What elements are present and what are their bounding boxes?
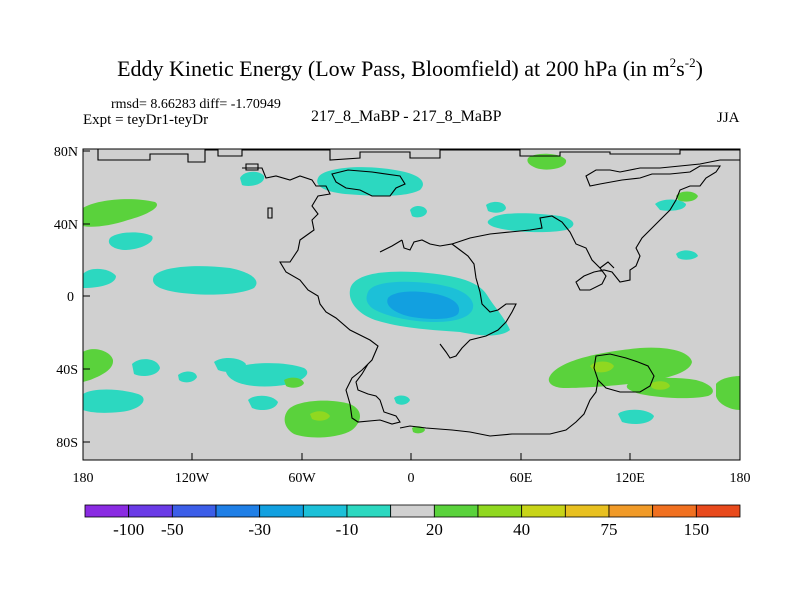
colorbar-label: 40: [513, 520, 530, 539]
lat-label: 40N: [54, 218, 78, 233]
coastline: [331, 169, 406, 197]
anomaly-region: [248, 395, 278, 410]
colorbar-swatch: [608, 504, 654, 518]
lon-label: 60E: [510, 471, 533, 486]
coastline: [242, 167, 401, 425]
chart-title: Eddy Kinetic Energy (Low Pass, Bloomfiel…: [0, 56, 800, 82]
coastline: [379, 239, 403, 253]
lon-label: 120E: [615, 471, 645, 486]
anomaly-region: [83, 389, 144, 413]
colorbar-labels: -100 -50 -30 -10 20 40 75 150: [113, 520, 709, 539]
colorbar-swatch: [521, 504, 566, 518]
coastlines: [97, 149, 740, 437]
anomaly-region: [486, 201, 506, 213]
anomaly-region: [132, 359, 160, 376]
anomaly-region: [152, 266, 257, 295]
lon-label: 60W: [288, 471, 316, 486]
colorbar-label: 75: [601, 520, 618, 539]
colorbar-label: -50: [161, 520, 184, 539]
anomaly-region: [527, 153, 567, 170]
anomaly-region: [650, 381, 670, 390]
colorbar-label: 20: [426, 520, 443, 539]
anomaly-region: [240, 171, 265, 186]
coastline: [451, 159, 740, 291]
lon-label: 180: [73, 471, 94, 486]
lon-label: 120W: [175, 471, 210, 486]
anomaly-region: [83, 349, 114, 382]
season-label: JJA: [717, 110, 740, 126]
anomaly-region: [310, 411, 330, 421]
anomaly-region: [284, 377, 304, 388]
colorbar-swatch: [128, 504, 173, 518]
anomaly-region: [83, 268, 116, 288]
anomaly-region: [387, 291, 460, 319]
colorbar-label: -10: [336, 520, 359, 539]
coastline: [401, 239, 517, 359]
colorbar-label: 150: [684, 520, 710, 539]
expt-line: Expt = teyDr1-teyDr: [83, 112, 209, 128]
anomaly-region: [626, 377, 713, 399]
anomaly-region: [487, 213, 574, 233]
coastline: [97, 149, 740, 163]
colorbar-swatch: [564, 504, 610, 518]
anomaly-region: [410, 205, 427, 218]
colorbar-swatch: [695, 504, 741, 518]
colorbar-swatch: [302, 504, 348, 518]
anomaly-region: [676, 191, 698, 202]
title-sup-1: 2: [669, 55, 677, 70]
colorbar-swatch: [171, 504, 217, 518]
title-end: ): [695, 56, 703, 81]
anomaly-contours: [83, 153, 740, 438]
colorbar-label: -30: [248, 520, 271, 539]
title-sup-2: -2: [684, 55, 696, 70]
lon-label: 180: [730, 471, 751, 486]
anomaly-region: [178, 371, 197, 383]
coastline: [399, 379, 599, 437]
colorbar-swatch: [652, 504, 697, 518]
anomaly-region: [394, 395, 410, 405]
anomaly-region: [676, 250, 698, 260]
stats-line: rmsd= 8.66283 diff= -1.70949: [111, 97, 281, 112]
colorbar-swatch: [215, 504, 261, 518]
anomaly-region: [548, 347, 692, 388]
title-mid: s: [676, 56, 685, 81]
anomaly-region: [716, 376, 740, 410]
anomaly-region: [655, 199, 686, 211]
lat-label: 80S: [56, 436, 78, 451]
coastline: [599, 261, 615, 269]
anomaly-region: [590, 361, 614, 373]
colorbar-swatch: [433, 504, 479, 518]
lat-label: 0: [67, 290, 74, 305]
colorbar-swatch: [346, 504, 392, 518]
coastline: [245, 163, 259, 171]
colorbar-swatch: [390, 504, 435, 518]
experiment-label: 217_8_MaBP - 217_8_MaBP: [311, 108, 502, 125]
colorbar: [84, 504, 741, 518]
colorbar-swatch: [84, 504, 130, 518]
coastline: [267, 207, 273, 219]
anomaly-region: [317, 167, 423, 196]
colorbar-label: -100: [113, 520, 144, 539]
lat-label: 40S: [56, 363, 78, 378]
lon-labels: 180 120W 60W 0 60E 120E 180: [73, 471, 751, 486]
title-main: Eddy Kinetic Energy (Low Pass, Bloomfiel…: [117, 56, 670, 81]
colorbar-swatch: [477, 504, 523, 518]
anomaly-region: [108, 232, 153, 250]
lat-labels: 80N 40N 0 40S 80S: [54, 145, 78, 451]
lon-label: 0: [408, 471, 415, 486]
anomaly-region: [83, 199, 157, 227]
anomaly-region: [618, 409, 654, 424]
axis-ticks: [82, 150, 741, 460]
lat-label: 80N: [54, 145, 78, 160]
colorbar-swatch: [259, 504, 304, 518]
